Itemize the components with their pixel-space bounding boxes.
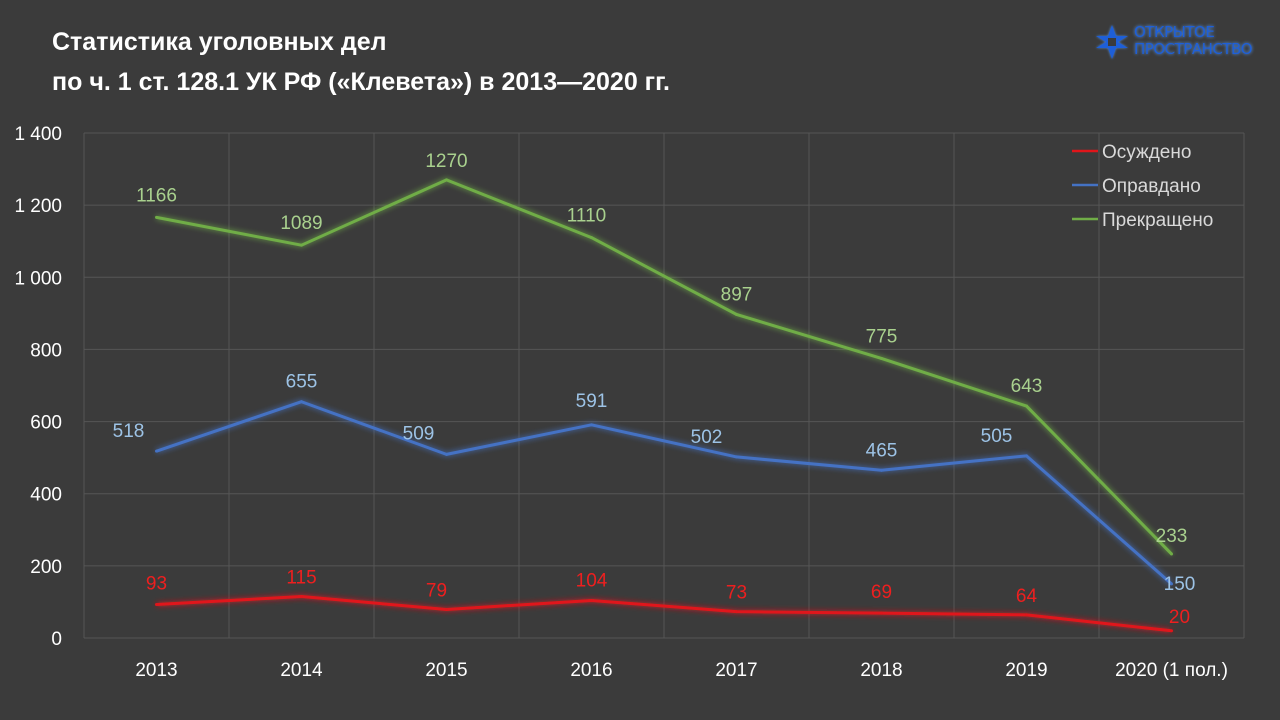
logo-text-line-1: ОТКРЫТОЕ [1134, 23, 1215, 41]
data-point [590, 598, 593, 602]
data-label: 643 [1011, 376, 1043, 397]
data-point [590, 236, 593, 240]
legend: Осуждено Оправдано Прекращено [1072, 142, 1213, 231]
data-label: 79 [426, 581, 447, 602]
data-label: 20 [1169, 607, 1190, 628]
data-point [445, 608, 448, 612]
y-axis: 0 200 400 600 800 1 000 1 200 1 400 [14, 124, 62, 650]
x-tick-label: 2017 [715, 660, 757, 681]
data-point [155, 215, 158, 219]
data-point [155, 449, 158, 453]
y-tick-label: 0 [51, 629, 62, 650]
data-label: 465 [866, 440, 898, 461]
series-line-2 [156, 400, 1173, 586]
legend-label: Осуждено [1102, 142, 1191, 163]
y-tick-label: 1 000 [14, 268, 62, 289]
data-point [735, 312, 738, 316]
data-point [1170, 552, 1173, 556]
x-axis: 2013 2014 2015 2016 2017 2018 2019 2020 (1 пол.… [135, 660, 1228, 681]
data-point [880, 356, 883, 360]
data-label: 115 [286, 568, 316, 589]
data-label: 518 [113, 421, 145, 442]
data-point [1170, 582, 1173, 586]
data-label: 591 [576, 391, 608, 412]
chart-title-line-2: по ч. 1 ст. 128.1 УК РФ («Клевета») в 20… [52, 68, 670, 96]
chart-title: Статистика уголовных дел по ч. 1 ст. 128… [52, 22, 670, 102]
data-point [1170, 629, 1173, 633]
y-tick-label: 400 [30, 485, 62, 506]
grid-lines [83, 132, 1245, 639]
data-point [880, 468, 883, 472]
x-tick-label: 2018 [860, 660, 902, 681]
data-point [1025, 613, 1028, 617]
data-point [300, 595, 303, 599]
y-tick-label: 1 200 [14, 196, 62, 217]
y-tick-label: 200 [30, 557, 62, 578]
data-label: 150 [1164, 574, 1196, 595]
cross-star-icon [1096, 25, 1128, 59]
x-tick-label: 2020 (1 пол.) [1115, 660, 1228, 681]
data-label: 1089 [280, 213, 322, 234]
x-tick-label: 2014 [280, 660, 323, 681]
data-labels: 93 115 79 104 73 69 64 20 518 655 509 591 502 465 505 1… [113, 151, 1196, 628]
data-label: 64 [1016, 586, 1038, 607]
data-label: 233 [1156, 526, 1188, 547]
logo-text-line-2: ПРОСТРАНСТВО [1134, 40, 1253, 58]
data-label: 1166 [136, 185, 177, 206]
data-label: 1110 [567, 206, 606, 227]
y-tick-label: 1 400 [14, 124, 62, 145]
series-line-1 [156, 595, 1172, 633]
data-label: 1270 [425, 151, 467, 172]
data-label: 93 [146, 573, 167, 594]
y-tick-label: 800 [30, 340, 62, 361]
x-tick-label: 2015 [425, 660, 467, 681]
series-line-3 [156, 178, 1173, 556]
legend-label: Оправдано [1102, 176, 1201, 197]
data-point [445, 178, 448, 182]
data-label: 655 [286, 372, 318, 393]
data-point [735, 610, 738, 614]
legend-label: Прекращено [1102, 210, 1213, 231]
chart-title-line-1: Статистика уголовных дел [52, 28, 387, 56]
data-label: 502 [691, 427, 723, 448]
data-label: 104 [576, 570, 608, 591]
x-tick-label: 2016 [570, 660, 612, 681]
data-point [735, 455, 738, 459]
data-point [155, 602, 158, 606]
x-tick-label: 2013 [135, 660, 177, 681]
data-label: 505 [981, 426, 1013, 447]
data-label: 509 [403, 423, 435, 444]
series-lines [155, 178, 1173, 633]
data-label: 775 [866, 326, 898, 347]
y-tick-label: 600 [30, 413, 62, 434]
data-point [880, 611, 883, 615]
data-label: 69 [871, 582, 892, 603]
data-point [1025, 454, 1028, 458]
data-point [590, 423, 593, 427]
data-point [300, 400, 303, 404]
data-point [1025, 404, 1028, 408]
x-tick-label: 2019 [1005, 660, 1047, 681]
data-point [300, 243, 303, 247]
data-label: 73 [726, 583, 747, 604]
brand-logo: ОТКРЫТОЕ ПРОСТРАНСТВО [1092, 22, 1272, 64]
data-label: 897 [721, 284, 753, 305]
data-point [445, 452, 448, 456]
